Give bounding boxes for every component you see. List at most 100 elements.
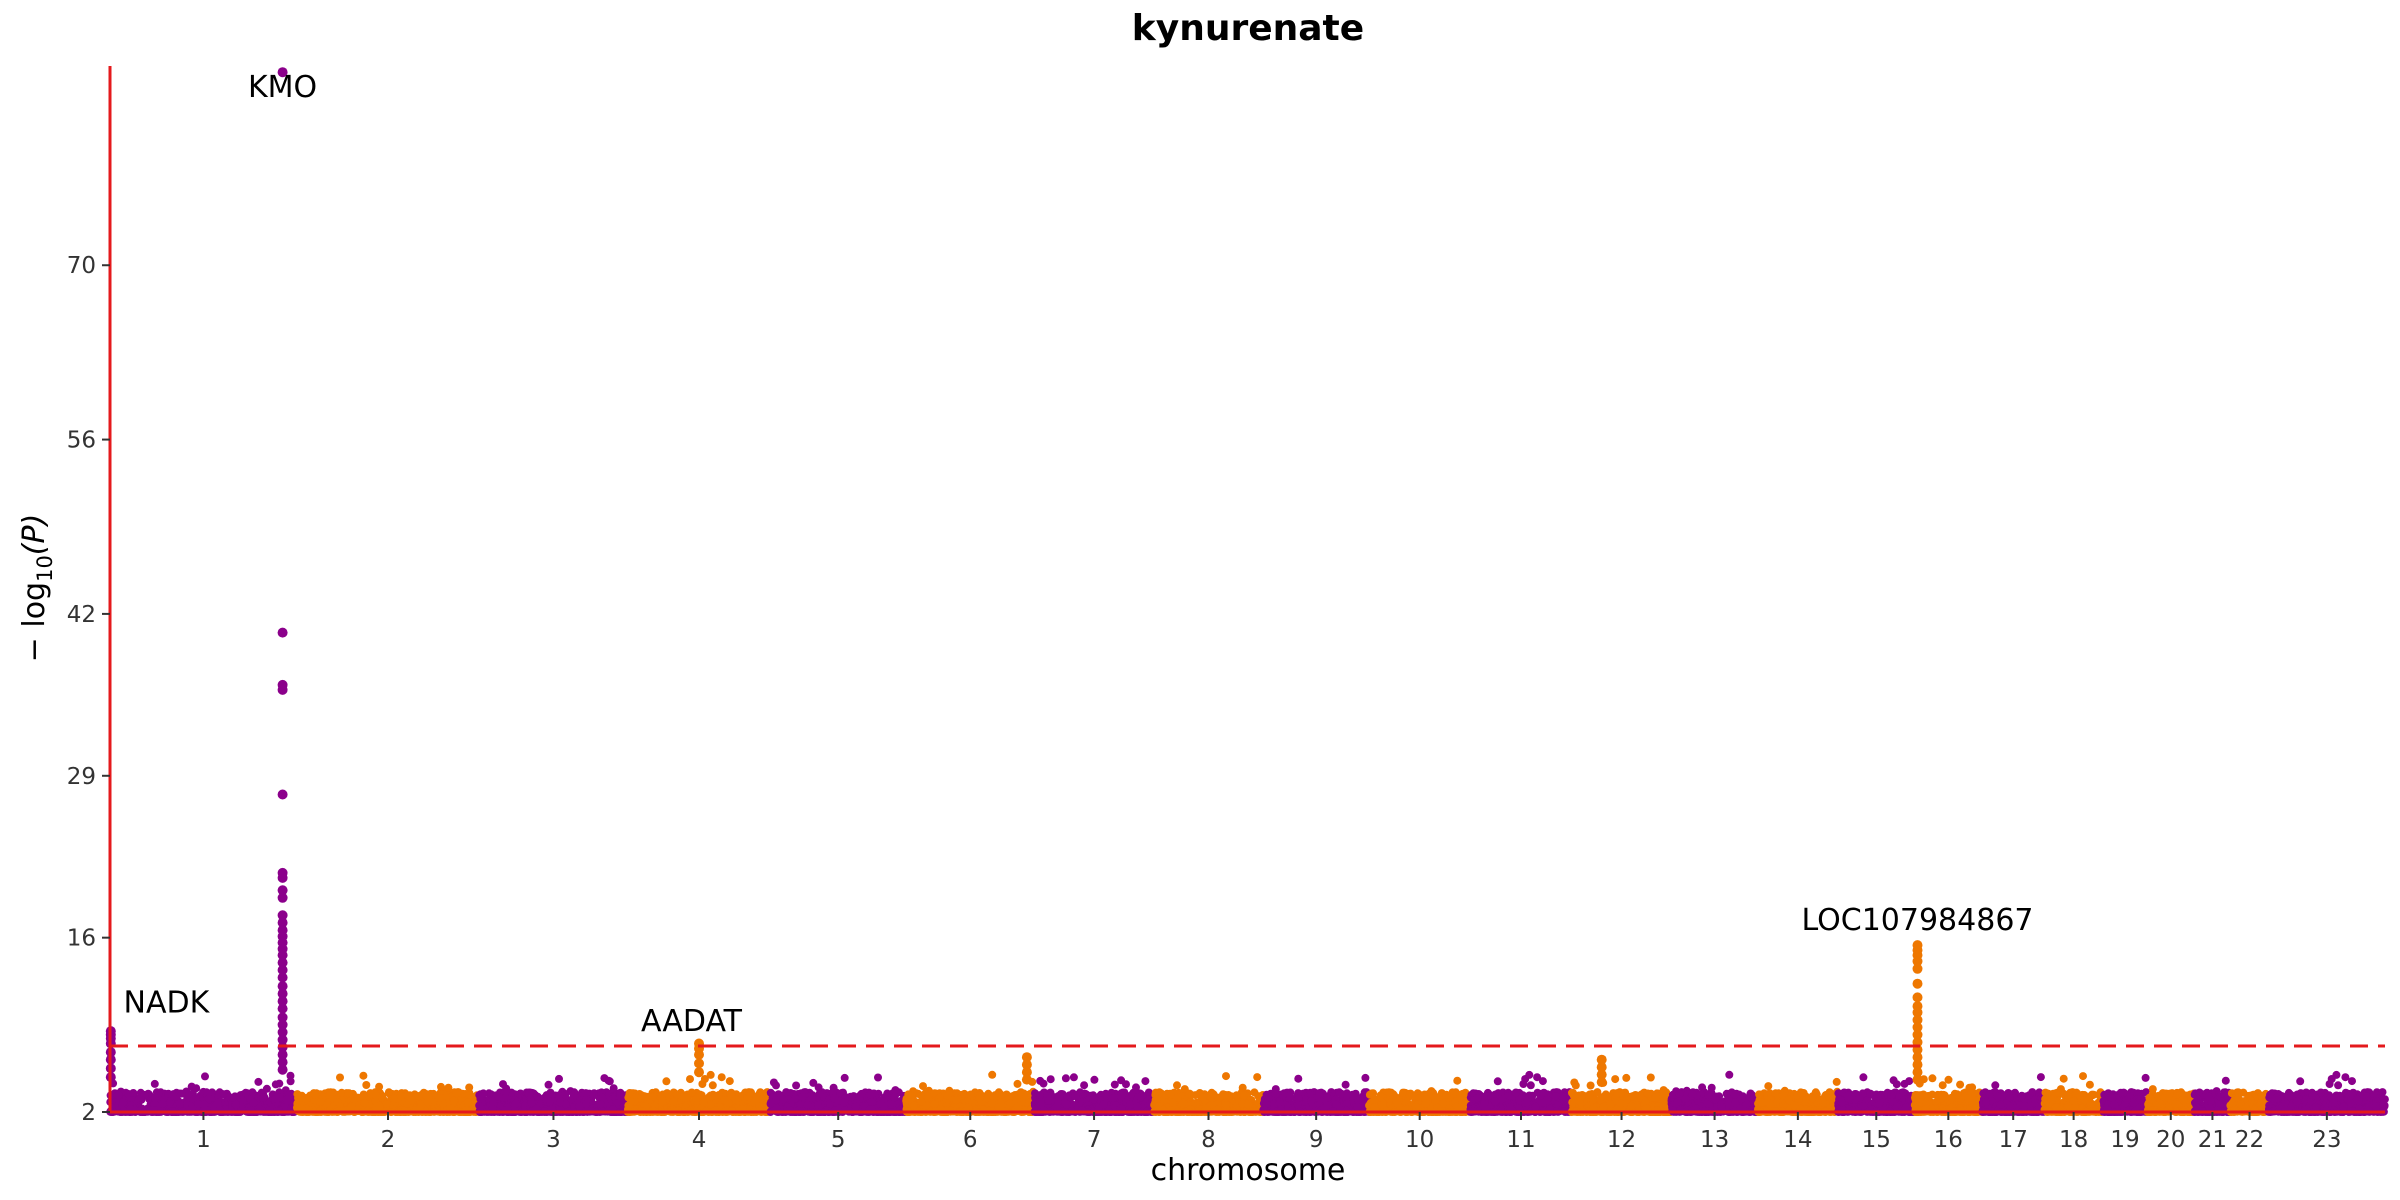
snp-point xyxy=(779,1095,788,1104)
snp-point xyxy=(544,1080,553,1089)
snp-point xyxy=(511,1099,520,1108)
snp-point xyxy=(803,1101,812,1109)
snp-point xyxy=(876,1100,885,1108)
snp-point xyxy=(1244,1100,1253,1109)
snp-point xyxy=(302,1095,311,1103)
snp-point xyxy=(1069,1073,1078,1082)
snp-point xyxy=(283,1095,292,1103)
snp-point xyxy=(205,1094,213,1103)
snp-point xyxy=(731,1095,740,1104)
snp-point xyxy=(1061,1074,1070,1083)
snp-point xyxy=(1126,1100,1135,1109)
snp-point xyxy=(344,1089,353,1098)
snp-point xyxy=(150,1079,159,1088)
snp-point xyxy=(1187,1091,1196,1100)
snp-point xyxy=(286,1077,295,1086)
snp-point xyxy=(952,1096,960,1104)
snp-point xyxy=(414,1092,423,1101)
snp-point xyxy=(1062,1100,1071,1109)
snp-point xyxy=(241,1088,250,1097)
snp-point xyxy=(372,1091,380,1100)
snp-point xyxy=(1045,1096,1053,1105)
snp-point xyxy=(463,1098,472,1107)
snp-point xyxy=(890,1093,899,1102)
snp-point xyxy=(423,1098,432,1107)
snp-point xyxy=(1046,1075,1055,1084)
snp-point xyxy=(917,1097,926,1106)
snp-point xyxy=(336,1073,344,1082)
chart-title: kynurenate xyxy=(1132,8,1364,49)
snp-point xyxy=(254,1077,263,1086)
snp-point xyxy=(696,1090,705,1099)
snp-point xyxy=(1222,1072,1230,1081)
snp-point xyxy=(375,1082,384,1091)
snp-point xyxy=(682,1093,691,1102)
snp-point xyxy=(1090,1075,1099,1084)
snp-point xyxy=(874,1073,882,1082)
snp-point xyxy=(891,1086,900,1095)
snp-point xyxy=(164,1089,173,1098)
snp-point xyxy=(452,1089,461,1098)
snp-point xyxy=(1239,1091,1248,1100)
snp-point xyxy=(249,1098,258,1107)
snp-point xyxy=(988,1070,997,1079)
snp-point xyxy=(114,1091,123,1100)
snp-point xyxy=(1253,1073,1262,1082)
points-layer xyxy=(106,1070,2389,1116)
snp-point xyxy=(830,1094,839,1103)
snp-point xyxy=(609,1084,618,1093)
snp-point xyxy=(201,1072,209,1081)
snp-point xyxy=(769,1078,778,1087)
snp-point xyxy=(708,1081,717,1090)
snp-point xyxy=(851,1102,860,1111)
snp-point xyxy=(725,1077,734,1086)
snp-point xyxy=(798,1092,807,1101)
snp-point xyxy=(627,1097,635,1106)
snp-point xyxy=(271,1095,280,1103)
snp-point xyxy=(907,1092,916,1101)
snp-point xyxy=(1109,1094,1118,1102)
snp-point xyxy=(219,1090,228,1099)
snp-point xyxy=(556,1098,565,1107)
snp-point xyxy=(966,1090,975,1099)
snp-point xyxy=(359,1071,368,1080)
snp-point xyxy=(311,1090,319,1099)
snp-point xyxy=(316,1098,325,1106)
snp-point xyxy=(699,1098,708,1107)
snp-point xyxy=(1178,1099,1187,1108)
snp-point xyxy=(158,1099,167,1108)
snp-point xyxy=(625,1089,634,1097)
snp-point xyxy=(1089,1095,1098,1104)
snp-point xyxy=(1099,1100,1108,1109)
snp-point xyxy=(494,1093,503,1101)
snp-point xyxy=(987,1099,996,1108)
snp-point xyxy=(596,1100,605,1109)
snp-point xyxy=(177,1089,186,1098)
snp-point xyxy=(648,1092,657,1101)
snp-point xyxy=(435,1094,444,1103)
snp-point xyxy=(129,1089,138,1097)
snp-point xyxy=(1110,1080,1119,1089)
snp-point xyxy=(1036,1091,1044,1100)
snp-point xyxy=(271,1080,280,1089)
snp-point xyxy=(672,1090,681,1099)
snp-point xyxy=(669,1097,678,1106)
snp-point xyxy=(362,1081,371,1089)
snp-point xyxy=(1133,1102,1142,1111)
snp-point xyxy=(286,1071,295,1080)
snp-point xyxy=(867,1098,876,1106)
snp-point xyxy=(527,1098,536,1107)
snp-point xyxy=(555,1074,563,1083)
snp-point xyxy=(604,1076,613,1085)
snp-point xyxy=(909,1101,918,1110)
snp-point xyxy=(1101,1089,1110,1098)
snp-point xyxy=(259,1094,268,1102)
snp-point xyxy=(533,1092,542,1101)
snp-point xyxy=(1221,1090,1230,1099)
snp-point xyxy=(525,1088,534,1097)
snp-point xyxy=(407,1096,416,1105)
snp-point xyxy=(479,1089,488,1098)
snp-point xyxy=(384,1088,393,1097)
snp-point xyxy=(706,1070,715,1079)
